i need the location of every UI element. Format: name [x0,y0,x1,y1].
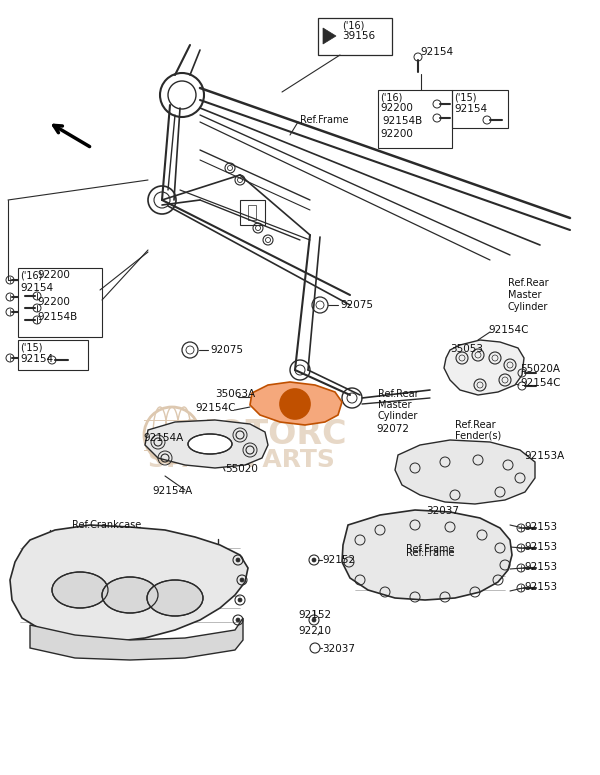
Bar [378,90,452,148]
Text: 92075: 92075 [340,300,373,310]
Circle shape [312,618,316,622]
Text: ('16): ('16) [342,20,364,30]
Text: 92153: 92153 [524,522,557,532]
Text: Master: Master [378,400,412,410]
Text: 92154A: 92154A [152,486,192,496]
Text: Ref.Frame: Ref.Frame [406,548,455,558]
Text: ('15): ('15) [454,92,476,102]
Text: 92154B: 92154B [37,312,77,322]
Circle shape [280,389,310,419]
Text: ('15): ('15) [20,342,43,352]
Text: 92200: 92200 [37,270,70,280]
Text: 92154A: 92154A [143,433,183,443]
Text: 92152: 92152 [322,555,355,565]
Text: 55020: 55020 [225,464,258,474]
Bar [248,205,256,220]
Text: 32037: 32037 [322,644,355,654]
Text: Ref.Rear: Ref.Rear [455,420,496,430]
Polygon shape [323,28,336,44]
Text: 92075: 92075 [210,345,243,355]
Text: 92210: 92210 [298,626,331,636]
Text: 92153: 92153 [524,582,557,592]
Text: 32037: 32037 [426,506,459,516]
Circle shape [312,558,316,562]
Text: Ref.Frame: Ref.Frame [406,544,455,554]
Text: 92153: 92153 [524,562,557,572]
Text: 92154: 92154 [420,47,453,57]
Text: 92200: 92200 [380,103,413,113]
Text: 92200: 92200 [380,129,413,139]
Ellipse shape [188,434,232,454]
Text: 92154C: 92154C [488,325,529,335]
Text: Ref.Rear: Ref.Rear [378,389,419,399]
Polygon shape [342,510,512,600]
Polygon shape [145,420,268,468]
Text: Fender(s): Fender(s) [455,431,501,441]
Text: 35053: 35053 [450,344,483,354]
Ellipse shape [147,580,203,616]
Text: 92200: 92200 [37,297,70,307]
Circle shape [236,618,240,622]
Circle shape [238,598,242,602]
Polygon shape [30,618,243,660]
Text: Cylinder: Cylinder [378,411,418,421]
Text: Ref.Rear: Ref.Rear [508,278,548,288]
Text: 92154: 92154 [20,283,53,293]
Bar [18,340,88,370]
Circle shape [287,396,303,412]
Text: 92072: 92072 [376,424,409,434]
Text: Master: Master [508,290,542,300]
Text: 55020A: 55020A [520,364,560,374]
Text: 92153A: 92153A [524,451,564,461]
Text: Ref.Crankcase: Ref.Crankcase [72,520,141,530]
Text: SPARE PARTS: SPARE PARTS [148,448,335,472]
Bar [18,268,102,337]
Text: ('16): ('16) [20,270,43,280]
Text: ('16): ('16) [380,92,403,102]
Circle shape [236,558,240,562]
Text: 92152: 92152 [298,610,331,620]
Text: Cylinder: Cylinder [508,302,548,312]
Polygon shape [10,525,248,642]
Bar [452,90,508,128]
Text: 92154C: 92154C [195,403,235,413]
Ellipse shape [102,577,158,613]
Bar [240,200,265,225]
Circle shape [240,578,244,582]
Text: 92154C: 92154C [520,378,560,388]
Text: 35063A: 35063A [215,389,255,399]
Text: 92154: 92154 [20,354,53,364]
Polygon shape [250,382,342,425]
Text: MOTORC: MOTORC [185,418,347,451]
Bar [318,18,392,55]
Polygon shape [395,440,535,504]
Text: 39156: 39156 [342,31,375,41]
Polygon shape [444,340,524,395]
Text: 92153: 92153 [524,542,557,552]
Text: 92154: 92154 [454,104,487,114]
Ellipse shape [52,572,108,608]
Text: Ref.Frame: Ref.Frame [300,115,349,125]
Text: 92154B: 92154B [382,116,422,126]
